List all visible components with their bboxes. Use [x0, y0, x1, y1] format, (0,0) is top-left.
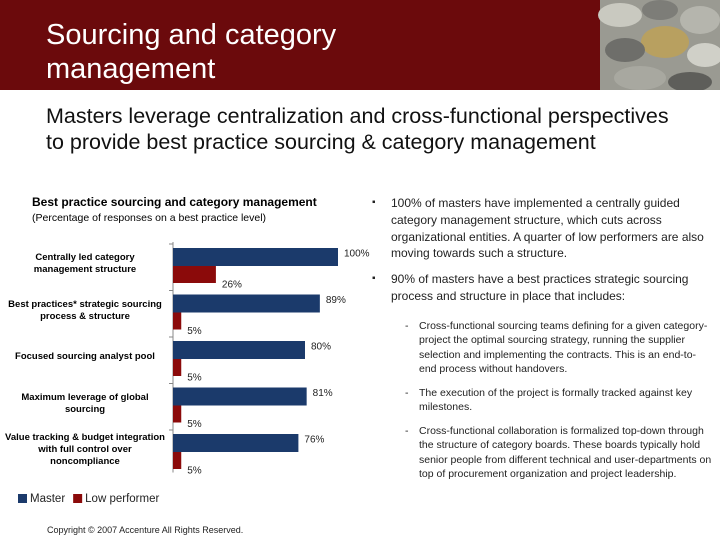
chart-title: Best practice sourcing and category mana… — [32, 195, 317, 209]
value-label: 89% — [326, 295, 346, 306]
sub-bullet: Cross-functional sourcing teams defining… — [372, 319, 712, 377]
header-band: Sourcing and category management — [0, 0, 720, 90]
value-label: 5% — [187, 419, 202, 430]
legend-swatch — [73, 494, 83, 503]
category-label: Best practices* strategic sourcing proce… — [8, 298, 162, 322]
sub-bullet: The execution of the project is formally… — [372, 386, 712, 415]
legend-swatch — [18, 494, 27, 503]
value-label: 100% — [344, 249, 370, 260]
chart: 100% 26% 89% 5% 80% 5% 81% 5% 76% 5% Master Low per… — [18, 242, 370, 505]
bar — [173, 248, 338, 266]
value-label: 76% — [304, 435, 324, 446]
legend-label: Low performer — [85, 493, 159, 505]
bar — [173, 312, 182, 330]
category-label: Maximum leverage of global sourcing — [21, 391, 149, 415]
bullet: 90% of masters have a best practices str… — [372, 271, 712, 305]
bar — [173, 294, 320, 313]
bar — [173, 434, 299, 452]
bar — [173, 452, 182, 469]
bar — [173, 266, 216, 283]
value-label: 5% — [187, 326, 202, 337]
chart-subtitle: (Percentage of responses on a best pract… — [32, 212, 267, 224]
bar — [173, 405, 182, 423]
sub-bullet: Cross-functional collaboration is formal… — [372, 424, 712, 482]
bar — [173, 359, 182, 376]
bullet-list: 100% of masters have implemented a centr… — [372, 195, 712, 491]
slide-title: Sourcing and category management — [46, 19, 337, 85]
value-label: 80% — [311, 342, 331, 353]
value-label: 5% — [187, 466, 202, 477]
legend-label: Master — [30, 493, 65, 505]
category-label: Value tracking & budget integration with… — [5, 432, 165, 467]
bar — [173, 387, 307, 406]
bullet: 100% of masters have implemented a centr… — [372, 195, 712, 262]
value-label: 5% — [187, 373, 202, 384]
copyright: Copyright © 2007 Accenture All Rights Re… — [47, 525, 244, 535]
bar — [173, 341, 305, 359]
value-label: 81% — [313, 388, 333, 399]
category-label: Centrally led category management struct… — [33, 252, 137, 275]
value-label: 26% — [222, 280, 242, 291]
category-label: Focused sourcing analyst pool — [15, 351, 155, 362]
slide-subtitle: Masters leverage centralization and cros… — [46, 104, 669, 154]
stones-image — [598, 0, 720, 90]
